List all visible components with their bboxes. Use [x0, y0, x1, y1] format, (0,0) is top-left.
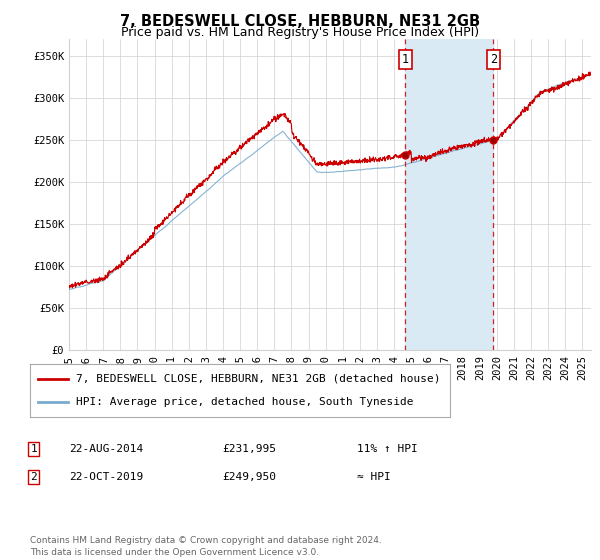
Text: £231,995: £231,995: [222, 444, 276, 454]
Bar: [405, 39, 493, 350]
Text: HPI: Average price, detached house, South Tyneside: HPI: Average price, detached house, Sout…: [76, 397, 414, 407]
Text: 2: 2: [490, 53, 497, 66]
Text: Price paid vs. HM Land Registry's House Price Index (HPI): Price paid vs. HM Land Registry's House …: [121, 26, 479, 39]
Text: 22-OCT-2019: 22-OCT-2019: [69, 472, 143, 482]
Text: 7, BEDESWELL CLOSE, HEBBURN, NE31 2GB (detached house): 7, BEDESWELL CLOSE, HEBBURN, NE31 2GB (d…: [76, 374, 440, 384]
Text: 2: 2: [30, 472, 37, 482]
Text: 1: 1: [30, 444, 37, 454]
Text: 7, BEDESWELL CLOSE, HEBBURN, NE31 2GB: 7, BEDESWELL CLOSE, HEBBURN, NE31 2GB: [120, 14, 480, 29]
Text: 11% ↑ HPI: 11% ↑ HPI: [357, 444, 418, 454]
Text: 1: 1: [401, 53, 409, 66]
Text: £249,950: £249,950: [222, 472, 276, 482]
Text: ≈ HPI: ≈ HPI: [357, 472, 391, 482]
Text: 22-AUG-2014: 22-AUG-2014: [69, 444, 143, 454]
Text: Contains HM Land Registry data © Crown copyright and database right 2024.
This d: Contains HM Land Registry data © Crown c…: [30, 536, 382, 557]
